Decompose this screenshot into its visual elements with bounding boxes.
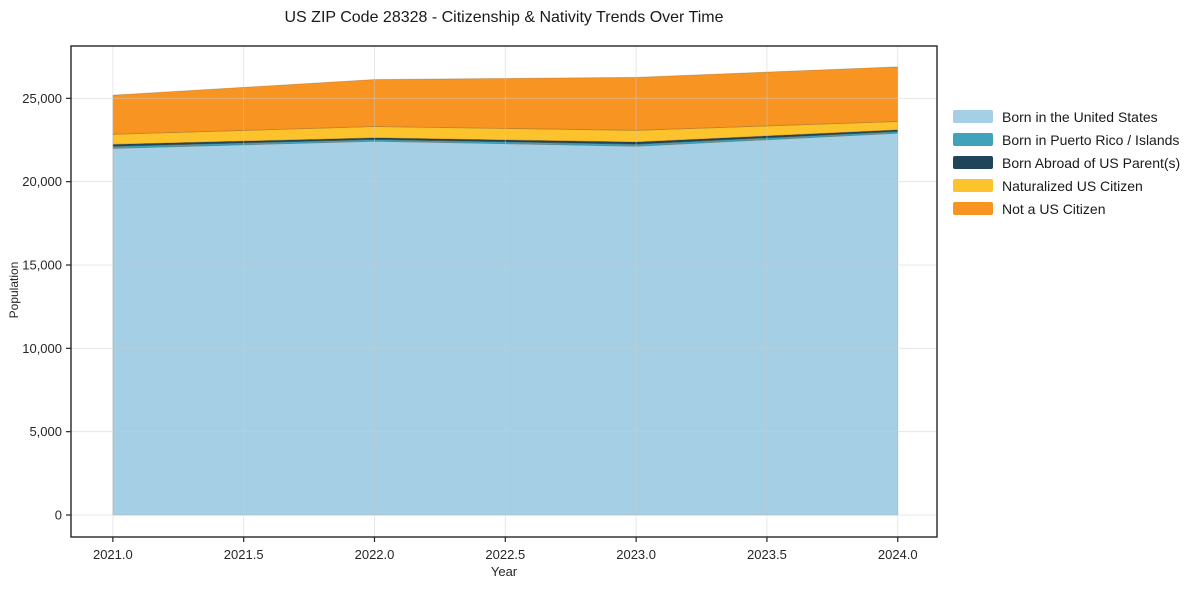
chart-legend: Born in the United States Born in Puerto … [953,105,1180,220]
legend-swatch [953,156,993,169]
legend-swatch [953,110,993,123]
y-tick-label: 10,000 [22,341,62,356]
y-tick-label: 15,000 [22,258,62,273]
x-axis-label: Year [490,564,518,579]
legend-swatch [953,202,993,215]
y-axis-label: Population [7,261,21,319]
x-tick-label: 2022.5 [485,547,525,562]
legend-item: Not a US Citizen [953,197,1180,220]
x-tick-label: 2023.0 [616,547,656,562]
legend-label: Born in the United States [1002,108,1158,125]
x-tick-label: 2021.0 [93,547,133,562]
x-tick-label: 2024.0 [878,547,918,562]
legend-item: Born in Puerto Rico / Islands [953,128,1180,151]
y-tick-label: 20,000 [22,174,62,189]
x-tick-label: 2022.0 [355,547,395,562]
legend-label: Born in Puerto Rico / Islands [1002,131,1180,148]
x-tick-label: 2021.5 [224,547,264,562]
y-tick-label: 0 [55,508,62,523]
x-tick-label: 2023.5 [747,547,787,562]
legend-label: Not a US Citizen [1002,200,1106,217]
legend-swatch [953,179,993,192]
y-tick-label: 25,000 [22,91,62,106]
legend-item: Born in the United States [953,105,1180,128]
legend-item: Born Abroad of US Parent(s) [953,151,1180,174]
chart-title: US ZIP Code 28328 - Citizenship & Nativi… [284,9,724,26]
legend-label: Born Abroad of US Parent(s) [1002,154,1181,171]
legend-label: Naturalized US Citizen [1002,177,1143,194]
legend-swatch [953,133,993,146]
y-tick-label: 5,000 [29,424,62,439]
axes-frame [70,45,938,538]
legend-item: Naturalized US Citizen [953,174,1180,197]
